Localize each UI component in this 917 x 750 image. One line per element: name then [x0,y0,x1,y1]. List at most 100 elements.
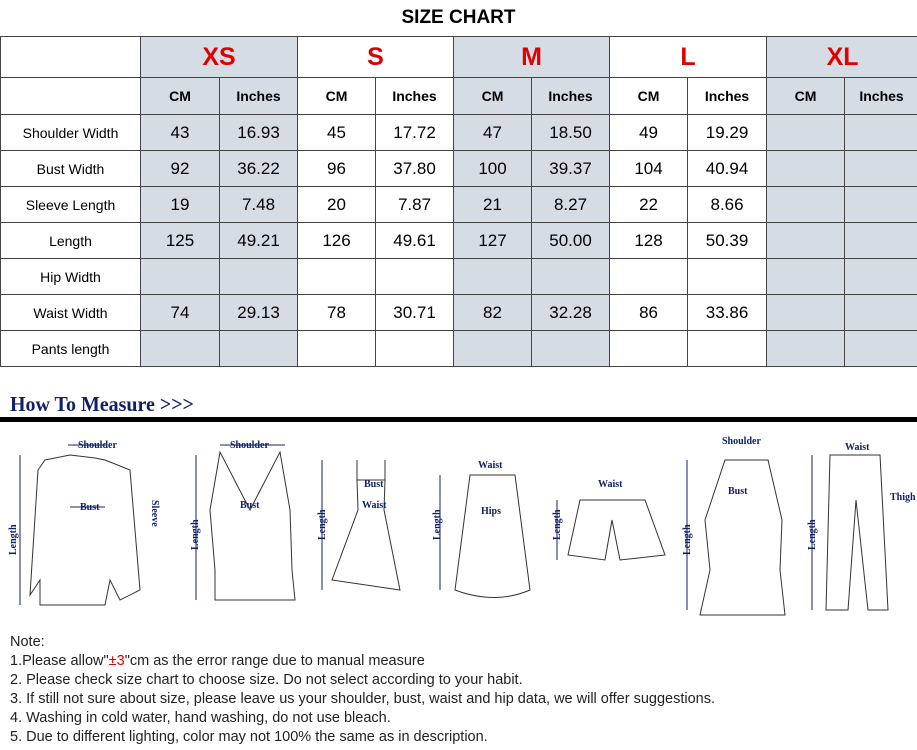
unit-header: Inches [687,77,768,115]
unit-header: CM [140,77,220,115]
table-cell [609,258,689,295]
table-cell: 74 [140,294,220,331]
table-row: Sleeve Length 19 7.48 20 7.87 21 8.27 22 8.66 [0,186,917,223]
length-label: Length [190,519,201,550]
table-cell: 7.87 [375,186,455,223]
table-cell: 49.21 [218,222,299,259]
table-cell [218,258,299,295]
table-cell [140,330,220,367]
length-label: Length [682,524,693,555]
row-label: Length [0,222,141,259]
table-cell: 19 [140,186,220,223]
dress-diagram: Bust Waist Length [317,460,401,591]
table-cell [766,114,846,151]
table-row: Bust Width 92 36.22 96 37.80 100 39.37 104 40.94 [0,150,917,187]
table-cell [375,330,455,367]
table-row: Hip Width [0,258,917,295]
note-text: "cm as the error range due to manual mea… [124,653,425,669]
table-cell [140,258,220,295]
notes: Note: 1.Please allow"±3"cm as the error … [10,633,715,747]
table-cell: 7.48 [218,186,299,223]
table-cell [375,258,455,295]
table-cell: 92 [140,150,220,187]
vest-diagram: Shoulder Bust Length [190,440,296,601]
length-label: Length [432,509,443,540]
size-header: L [609,36,768,78]
table-cell [844,150,917,187]
length-label: Length [552,509,563,540]
row-label: Hip Width [0,258,141,295]
waist-label: Waist [362,500,387,511]
table-cell: 49.61 [375,222,455,259]
unit-header: CM [609,77,689,115]
notes-heading: Note: [10,634,45,650]
coat-diagram: Shoulder Bust Length [682,436,786,616]
table-cell [453,258,533,295]
unit-header: CM [766,77,846,115]
size-header: XS [139,36,299,78]
table-cell: 39.37 [531,150,611,187]
size-chart-title: SIZE CHART [401,7,516,28]
blouse-diagram: Shoulder Bust Length Sleeve [8,440,160,606]
table-row: Waist Width 74 29.13 78 30.71 82 32.28 86 33.86 [0,294,917,331]
table-cell [297,258,377,295]
size-header: S [297,36,455,78]
table-cell: 47 [453,114,533,151]
row-label: Waist Width [0,294,141,331]
table-cell: 50.00 [531,222,611,259]
corner-cell [0,77,141,115]
table-cell: 45 [297,114,377,151]
table-cell: 50.39 [687,222,768,259]
table-cell [766,222,846,259]
pants-diagram: Waist Thigh Length [807,442,916,611]
table-cell [844,186,917,223]
shoulder-label: Shoulder [722,436,761,447]
table-cell [844,222,917,259]
how-to-measure-heading: How To Measure >>> [10,392,194,416]
note-4: 4. Washing in cold water, hand washing, … [10,710,391,726]
sleeve-label: Sleeve [149,500,160,527]
waist-label: Waist [598,479,623,490]
length-label: Length [807,519,818,550]
table-cell [687,258,768,295]
table-cell [766,258,846,295]
measurement-diagrams: Shoulder Bust Length Sleeve Shoulder Bus… [8,436,916,616]
bust-label: Bust [80,502,100,513]
bust-label: Bust [240,500,260,511]
note-1: 1.Please allow"±3"cm as the error range … [10,652,715,671]
table-row: Shoulder Width 43 16.93 45 17.72 47 18.50 49 19.… [0,114,917,151]
corner-cell [0,36,141,78]
unit-header-row: CM Inches CM Inches CM Inches CM Inches CM Inches [0,77,917,115]
table-cell [609,330,689,367]
size-header: M [453,36,611,78]
table-cell: 125 [140,222,220,259]
table-cell [844,258,917,295]
table-cell: 21 [453,186,533,223]
table-cell: 18.50 [531,114,611,151]
size-header-row: XS S M L XL [0,36,917,78]
table-cell: 86 [609,294,689,331]
note-3: 3. If still not sure about size, please … [10,691,715,707]
size-chart-table: XS S M L XL CM Inches CM Inches CM Inches CM Inches C… [0,36,917,367]
shoulder-label: Shoulder [230,440,269,451]
unit-header: Inches [531,77,611,115]
unit-header: Inches [375,77,455,115]
table-cell: 16.93 [218,114,299,151]
unit-header: CM [453,77,533,115]
waist-label: Waist [478,460,503,471]
row-label: Bust Width [0,150,141,187]
thigh-label: Thigh [890,492,916,503]
skirt-diagram: Waist Hips Length [432,460,531,598]
note-text: 1.Please allow" [10,653,109,669]
table-cell: 49 [609,114,689,151]
table-cell: 32.28 [531,294,611,331]
row-label: Shoulder Width [0,114,141,151]
length-label: Length [317,509,328,540]
unit-header: CM [297,77,377,115]
table-cell [766,150,846,187]
table-cell: 128 [609,222,689,259]
size-header: XL [766,36,917,78]
unit-header: Inches [844,77,917,115]
table-cell: 19.29 [687,114,768,151]
unit-header: Inches [218,77,299,115]
